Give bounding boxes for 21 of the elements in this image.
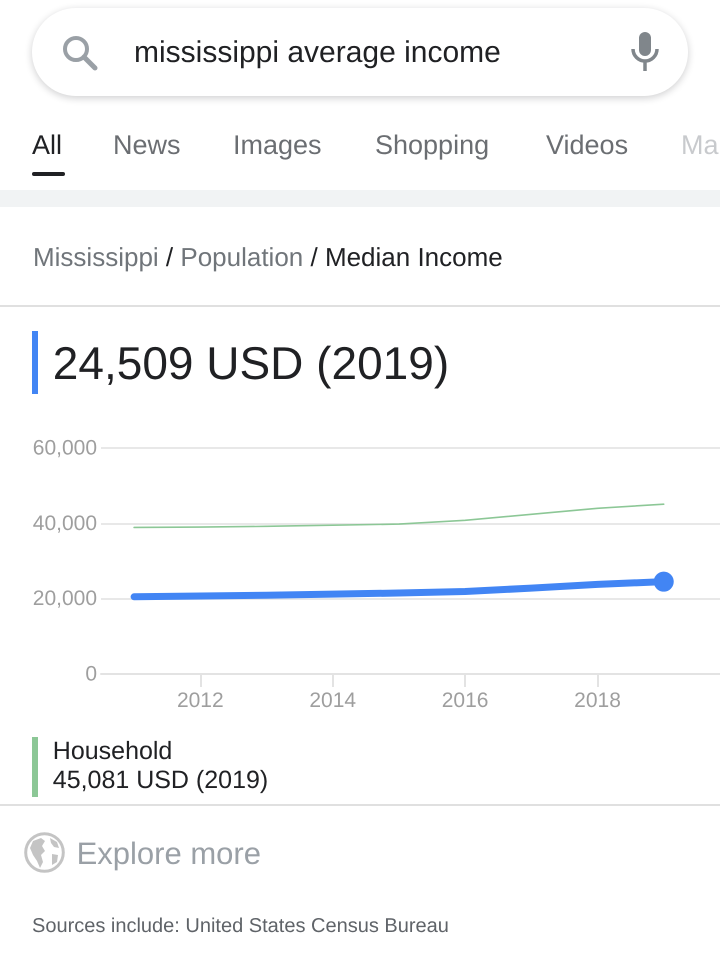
- text: All: [32, 130, 62, 160]
- y-tick-label: 0: [85, 662, 97, 686]
- legend-label: Household: [52, 737, 172, 765]
- chart-title: Mississippi / Population / Median Income: [33, 242, 503, 272]
- text: News: [113, 130, 181, 160]
- x-tick-label: 2014: [309, 689, 356, 712]
- text: 45,081 USD (2019): [52, 766, 268, 794]
- text: Shopping: [375, 130, 490, 160]
- text: mississippi average income: [134, 36, 501, 69]
- text: Images: [233, 130, 322, 160]
- chart-subtitle: 24,509 USD (2019): [52, 337, 450, 389]
- x-tick-label: 2012: [176, 689, 224, 712]
- x-tick-label: 2016: [442, 689, 488, 712]
- y-tick-label: 40,000: [32, 512, 97, 535]
- text: Explore more: [76, 836, 261, 872]
- source-note: Sources include: United States Census Bureau: [32, 915, 449, 938]
- line-series: [133, 503, 665, 528]
- x-tick-label: 2018: [574, 689, 621, 712]
- y-tick-label: 20,000: [32, 587, 97, 610]
- text: Videos: [546, 130, 628, 160]
- y-tick-label: 60,000: [32, 436, 97, 460]
